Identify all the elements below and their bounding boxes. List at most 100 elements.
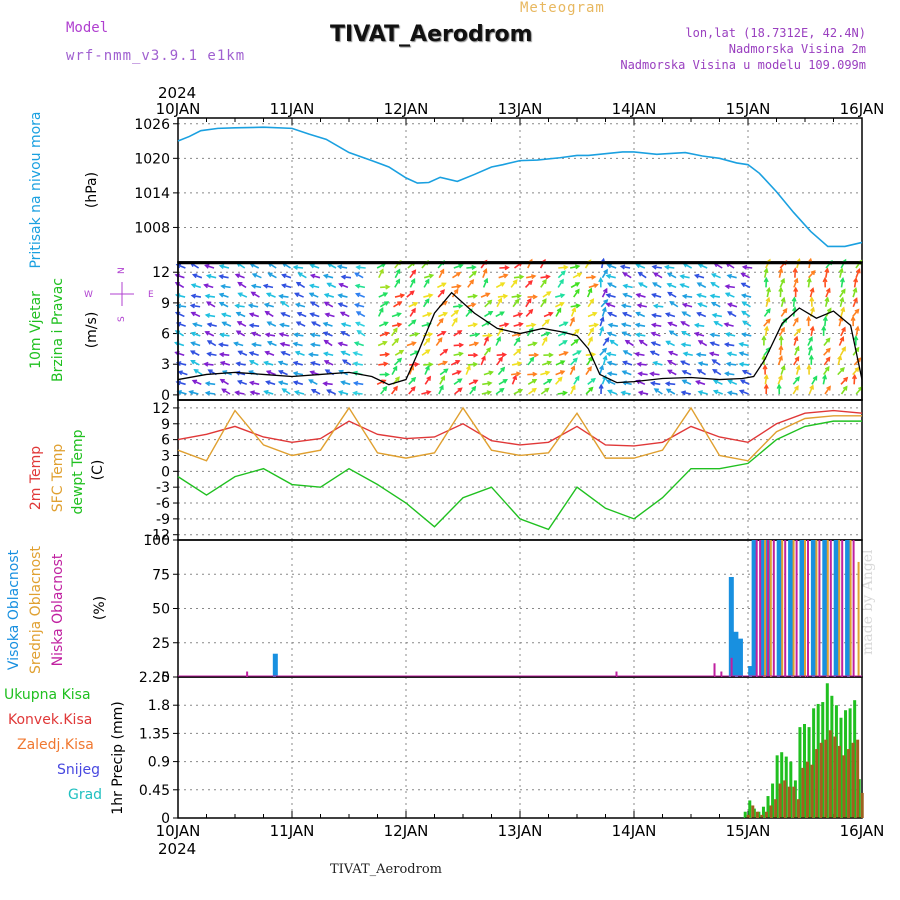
wind-arrow-head xyxy=(283,389,287,393)
wind-arrow xyxy=(192,333,201,336)
wind-arrow-head xyxy=(354,352,358,356)
wind-arrow-head xyxy=(473,363,477,367)
precip-bar xyxy=(833,736,837,818)
wind-arrow xyxy=(454,345,463,346)
wind-arrow xyxy=(556,309,560,317)
wind-arrow xyxy=(252,344,261,345)
wind-arrow-head xyxy=(529,310,533,314)
wind-arrow-head xyxy=(282,352,286,356)
wind-arrow-head xyxy=(571,366,574,370)
cloud-bar xyxy=(792,540,795,677)
wind-arrow xyxy=(555,295,564,297)
wind-arrow xyxy=(602,270,607,278)
wind-arrow xyxy=(191,351,199,355)
wind-arrow-head xyxy=(354,362,358,366)
wind-arrow-head xyxy=(385,285,389,289)
wind-arrow-head xyxy=(443,361,447,365)
wind-arrow xyxy=(499,275,508,278)
wind-arrow xyxy=(179,372,188,375)
panel-frame xyxy=(177,676,863,819)
wind-arrow-head xyxy=(343,360,347,363)
wind-arrow-head xyxy=(237,312,241,315)
wind-arrow-head xyxy=(294,381,298,385)
wind-arrow-head xyxy=(208,352,212,356)
wind-arrow xyxy=(298,313,306,316)
wind-arrow xyxy=(544,313,552,317)
wind-arrow-head xyxy=(251,391,255,395)
x-tick-label-bottom: 11JAN xyxy=(270,822,315,840)
wind-arrow xyxy=(407,343,416,346)
wind-arrow xyxy=(570,318,574,326)
wind-arrow-head xyxy=(560,280,564,284)
wind-arrow-head xyxy=(473,380,477,383)
y-tick-label: 9 xyxy=(161,417,170,433)
wind-arrow-head xyxy=(294,266,298,270)
cloud-unit-label: (%) xyxy=(92,596,108,620)
wind-arrow xyxy=(191,305,200,306)
wind-arrow xyxy=(250,314,259,317)
y-tick-label: 0.45 xyxy=(139,783,170,799)
temp-line-0 xyxy=(177,409,863,447)
wind-arrow xyxy=(511,280,517,287)
wind-arrow xyxy=(283,389,291,394)
wind-arrow xyxy=(423,364,432,365)
wind-arrow xyxy=(498,368,504,375)
cloud-legend-low: Niska Oblacnost xyxy=(50,553,66,666)
wind-arrow-head xyxy=(483,269,487,273)
wind-arrow-head xyxy=(502,353,506,357)
wind-arrow xyxy=(339,295,348,297)
wind-arrow xyxy=(220,294,228,297)
wind-arrow-head xyxy=(533,342,537,346)
wind-arrow-head xyxy=(324,382,328,386)
cloud-bar xyxy=(810,540,816,677)
wind-arrow-head xyxy=(542,280,546,284)
wind-arrow xyxy=(436,338,441,345)
wind-arrow xyxy=(250,353,259,356)
wind-arrow xyxy=(496,337,500,345)
wind-arrow xyxy=(542,362,550,365)
wind-arrow xyxy=(266,334,275,335)
wind-arrow xyxy=(392,387,397,394)
wind-arrow xyxy=(177,363,186,365)
wind-arrow xyxy=(470,387,475,394)
model-name: wrf-nmm_v3.9.1 e1km xyxy=(66,48,246,64)
wind-arrow-head xyxy=(397,359,401,363)
wind-arrow xyxy=(570,359,576,365)
wind-arrow xyxy=(484,372,493,375)
wind-arrow-head xyxy=(207,275,211,279)
wind-arrow-head xyxy=(484,279,488,283)
wind-arrow-head xyxy=(458,304,462,308)
y-tick-label: 12 xyxy=(152,401,170,417)
wind-arrow xyxy=(395,351,403,356)
wind-arrow-head xyxy=(223,322,227,326)
wind-arrow xyxy=(484,279,487,287)
year-label-top: 2024 xyxy=(158,84,196,102)
wind-arrow xyxy=(207,302,215,307)
wind-arrow-head xyxy=(220,303,224,306)
compass-s: S xyxy=(117,316,127,322)
wind-arrow-head xyxy=(564,266,568,270)
wind-arrow-head xyxy=(533,372,537,376)
wind-axis-label-1: 10m Vjetar xyxy=(28,291,44,369)
wind-arrow-head xyxy=(265,391,269,395)
y-tick-label: 9 xyxy=(161,296,170,312)
wind-arrow xyxy=(238,322,246,326)
wind-arrow-head xyxy=(412,270,416,274)
wind-arrow xyxy=(296,304,305,307)
wind-arrow-head xyxy=(575,283,579,286)
wind-arrow xyxy=(220,266,229,268)
wind-arrow xyxy=(469,380,477,384)
y-tick-label: 3 xyxy=(161,357,170,373)
wind-arrow-head xyxy=(399,351,403,354)
wind-arrow xyxy=(220,276,229,278)
wind-arrow xyxy=(511,373,520,374)
wind-arrow-head xyxy=(500,283,504,286)
wind-arrow-head xyxy=(282,274,286,278)
wind-arrow xyxy=(454,353,463,355)
wind-arrow-head xyxy=(394,339,398,343)
wind-arrow-head xyxy=(297,283,301,286)
wind-arrow xyxy=(455,388,462,394)
wind-arrow-head xyxy=(219,343,223,347)
wind-arrow-head xyxy=(533,295,537,299)
